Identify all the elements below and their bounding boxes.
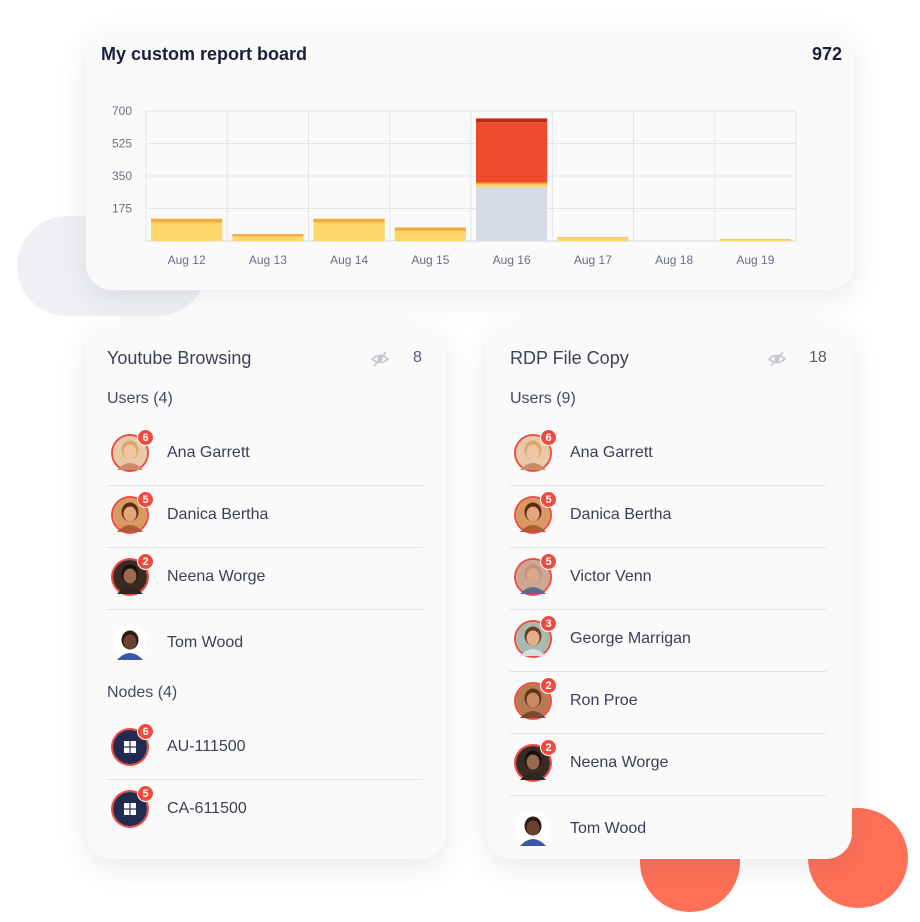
panel-count: 18	[809, 349, 827, 366]
count-badge: 5	[540, 491, 557, 508]
user-row[interactable]: 2 Ron Proe	[510, 672, 826, 734]
report-title: My custom report board	[101, 44, 308, 64]
eye-off-icon[interactable]	[767, 349, 787, 369]
woman-dark-hair-icon	[516, 746, 550, 780]
x-tick-label: Aug 13	[249, 253, 287, 267]
bar-segment	[557, 237, 629, 239]
x-tick-label: Aug 12	[168, 253, 206, 267]
count-badge: 5	[137, 785, 154, 802]
node-row[interactable]: 6 AU-111500	[107, 718, 423, 780]
woman-brunette-icon	[516, 498, 550, 532]
bar-segment	[476, 122, 548, 183]
user-row[interactable]: 3 George Marrigan	[510, 610, 826, 672]
user-name: Danica Bertha	[570, 506, 672, 523]
bar-segment	[313, 222, 385, 241]
report-card: 700 525 350 175 Aug 12 Aug 13 Aug 14 Aug 15 Aug …	[86, 30, 854, 290]
users-section-header: Users (4)	[107, 390, 173, 407]
x-tick-label: Aug 18	[655, 253, 693, 267]
y-tick-label: 175	[112, 202, 132, 216]
woman-blonde-icon	[516, 436, 550, 470]
x-tick-label: Aug 14	[330, 253, 368, 267]
bar-segment	[394, 227, 466, 231]
panel-title: RDP File Copy	[510, 348, 629, 368]
users-section-header: Users (9)	[510, 390, 576, 407]
users-list: 6 Ana Garrett 5 Danica Bertha 2 Neena Worge To…	[107, 424, 423, 680]
eye-off-icon[interactable]	[370, 349, 390, 369]
user-row[interactable]: Tom Wood	[510, 796, 826, 866]
man-beard-icon	[516, 684, 550, 718]
user-name: Danica Bertha	[167, 506, 269, 523]
x-tick-label: Aug 15	[411, 253, 449, 267]
man-bald-icon	[516, 560, 550, 594]
bar-segment	[557, 238, 629, 241]
y-tick-label: 350	[112, 169, 132, 183]
man-dark-skin-icon	[113, 626, 147, 660]
report-total: 972	[811, 44, 842, 64]
user-name: Neena Worge	[570, 754, 669, 771]
user-row[interactable]: 5 Victor Venn	[510, 548, 826, 610]
node-name: AU-111500	[167, 738, 246, 755]
user-name: Neena Worge	[167, 568, 266, 585]
count-badge: 2	[540, 677, 557, 694]
bar-chart: 700 525 350 175 Aug 12 Aug 13 Aug 14 Aug 15 Aug …	[112, 104, 797, 267]
bar-segment	[719, 239, 791, 240]
user-name: Victor Venn	[570, 568, 652, 585]
bar-segment	[394, 230, 466, 241]
panel-count: 8	[413, 349, 422, 366]
user-name: Tom Wood	[570, 820, 647, 837]
user-row[interactable]: 5 Danica Bertha	[107, 486, 423, 548]
nodes-list: 6 AU-111500 5 CA-611500	[107, 718, 423, 841]
woman-brunette-icon	[113, 498, 147, 532]
bar-segment	[476, 184, 548, 188]
bar-segment	[232, 234, 304, 237]
count-badge: 6	[137, 429, 154, 446]
user-row[interactable]: 6 Ana Garrett	[107, 424, 423, 486]
count-badge: 2	[540, 739, 557, 756]
user-name: Ron Proe	[570, 692, 638, 709]
node-row[interactable]: 5 CA-611500	[107, 780, 423, 841]
count-badge: 6	[540, 429, 557, 446]
windows-icon	[113, 730, 147, 764]
user-name: George Marrigan	[570, 630, 691, 647]
user-name: Tom Wood	[167, 634, 244, 651]
bar-segment	[151, 222, 223, 241]
nodes-section-header: Nodes (4)	[107, 684, 178, 701]
panel-title: Youtube Browsing	[107, 348, 252, 368]
user-row[interactable]: 6 Ana Garrett	[510, 424, 826, 486]
user-row[interactable]: Tom Wood	[107, 610, 423, 680]
x-tick-label: Aug 17	[574, 253, 612, 267]
users-list: 6 Ana Garrett 5 Danica Bertha 5 Victor Venn 3 G…	[510, 424, 826, 866]
windows-icon	[113, 792, 147, 826]
y-tick-label: 525	[112, 137, 132, 151]
user-name: Ana Garrett	[570, 444, 653, 461]
count-badge: 2	[137, 553, 154, 570]
count-badge: 3	[540, 615, 557, 632]
bar-segment	[476, 187, 548, 241]
x-tick-label: Aug 19	[736, 253, 774, 267]
panel-youtube-browsing: Youtube Browsing 8 Users (4) 6 Ana Garret…	[86, 324, 446, 859]
bar-segment	[313, 218, 385, 223]
count-badge: 5	[540, 553, 557, 570]
panel-rdp-file-copy: RDP File Copy 18 Users (9) 6 Ana Garrett 5…	[486, 324, 852, 859]
user-name: Ana Garrett	[167, 444, 250, 461]
y-tick-label: 700	[112, 104, 132, 118]
bar-segment	[476, 182, 548, 185]
node-name: CA-611500	[167, 800, 247, 817]
bar-segment	[719, 239, 791, 241]
count-badge: 6	[137, 723, 154, 740]
count-badge: 5	[137, 491, 154, 508]
user-row[interactable]: 2 Neena Worge	[107, 548, 423, 610]
bar-segment	[232, 236, 304, 241]
woman-dark-hair-icon	[113, 560, 147, 594]
bar-segment	[151, 218, 223, 223]
user-row[interactable]: 5 Danica Bertha	[510, 486, 826, 548]
woman-blonde-icon	[113, 436, 147, 470]
x-tick-label: Aug 16	[493, 253, 531, 267]
man-dark-skin-icon	[516, 812, 550, 846]
user-row[interactable]: 2 Neena Worge	[510, 734, 826, 796]
man-brown-hair-icon	[516, 622, 550, 656]
bar-segment	[476, 118, 548, 123]
